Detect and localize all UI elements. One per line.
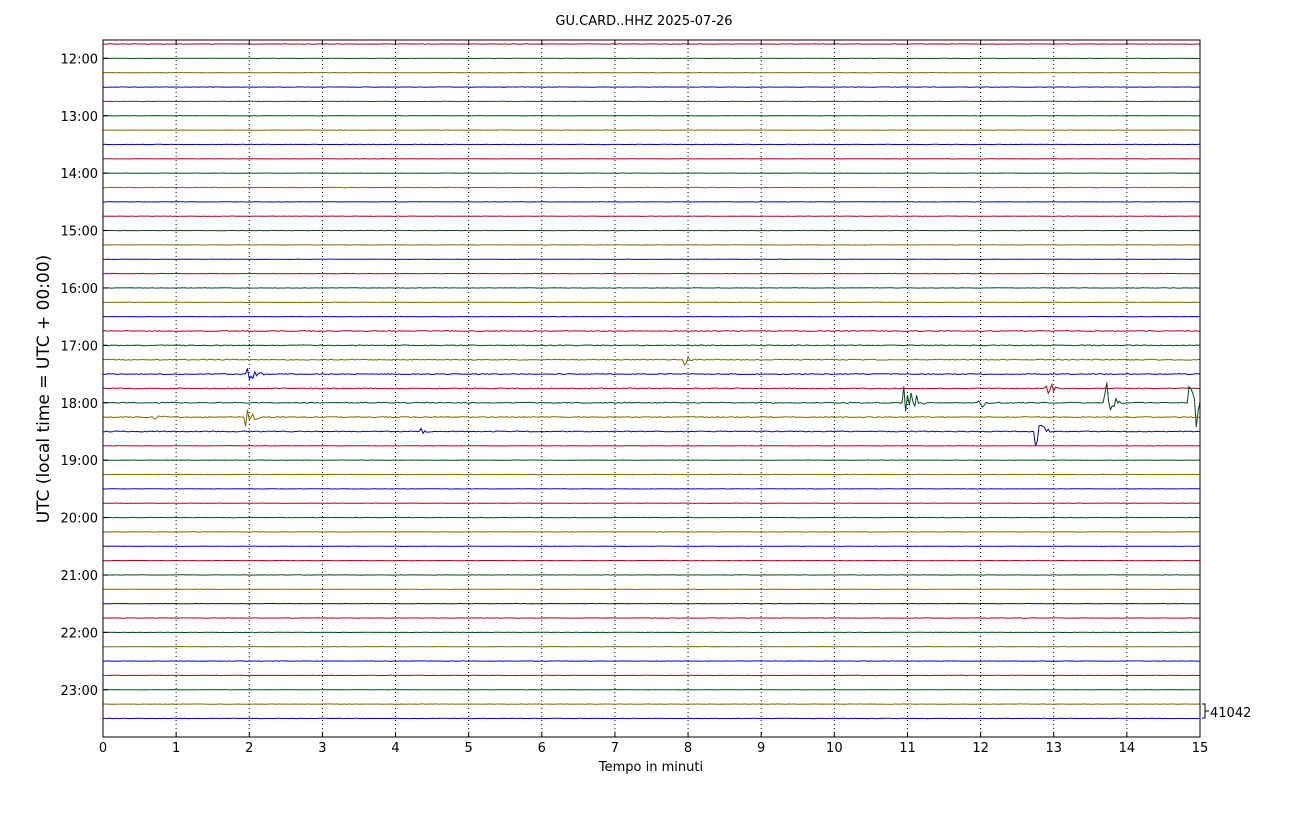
trace-line <box>102 382 1201 395</box>
x-tick-label: 12 <box>972 741 989 756</box>
trace-line <box>102 355 1201 366</box>
x-tick-label: 6 <box>538 741 546 756</box>
x-tick-label: 9 <box>757 741 765 756</box>
x-tick-label: 7 <box>611 741 619 756</box>
x-axis-label: Tempo in minuti <box>598 760 703 775</box>
y-tick-label: 22:00 <box>61 626 98 641</box>
y-tick-label: 23:00 <box>61 684 98 699</box>
y-tick-label: 12:00 <box>61 52 98 67</box>
chart-title: GU.CARD..HHZ 2025-07-26 <box>555 14 732 29</box>
y-tick-label: 15:00 <box>61 225 98 240</box>
y-tick-label: 21:00 <box>61 569 98 584</box>
trace-line <box>102 424 1201 447</box>
trace-line <box>102 409 1200 427</box>
scale-bracket-mark <box>1202 703 1209 719</box>
x-tick-label: 5 <box>465 741 473 756</box>
x-tick-label: 3 <box>318 741 326 756</box>
y-tick-label: 17:00 <box>61 339 98 354</box>
x-tick-label: 0 <box>99 741 107 756</box>
y-tick-label: 13:00 <box>61 110 98 125</box>
y-tick-label: 14:00 <box>61 167 98 182</box>
scale-bracket: 41042 <box>1202 703 1251 721</box>
x-axis-ticks: 0 1 2 3 4 5 6 7 8 9 10 11 12 13 14 15 <box>99 40 1208 756</box>
x-tick-label: 4 <box>391 741 399 756</box>
trace-lines <box>102 43 1201 720</box>
y-axis-label: UTC (local time = UTC + 00:00) <box>34 255 54 524</box>
x-tick-label: 8 <box>684 741 692 756</box>
plot-frame <box>102 39 1201 738</box>
x-tick-label: 10 <box>826 741 843 756</box>
trace-line <box>102 382 1201 427</box>
trace-line <box>102 344 1201 347</box>
y-tick-label: 16:00 <box>61 282 98 297</box>
x-tick-label: 15 <box>1192 741 1209 756</box>
x-tick-label: 2 <box>245 741 253 756</box>
y-tick-label: 18:00 <box>61 397 98 412</box>
y-tick-label: 19:00 <box>61 454 98 469</box>
scale-label: 41042 <box>1210 706 1251 721</box>
trace-line <box>102 368 1201 381</box>
y-axis-ticks: 12:00 13:00 14:00 15:00 16:00 17:00 18:00 19:00… <box>61 52 108 699</box>
x-tick-label: 13 <box>1045 741 1062 756</box>
x-tick-label: 11 <box>899 741 916 756</box>
x-tick-label: 14 <box>1119 741 1136 756</box>
y-tick-label: 20:00 <box>61 512 98 527</box>
trace-line <box>102 330 1201 332</box>
x-tick-label: 1 <box>172 741 180 756</box>
